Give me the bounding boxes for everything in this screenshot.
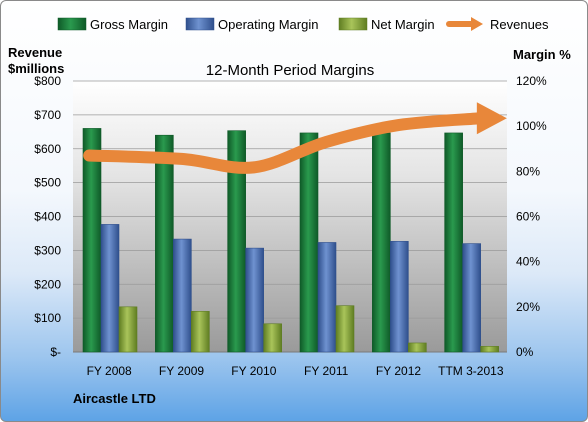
left-tick-label: $100 — [34, 311, 61, 325]
net-margin-bar — [335, 305, 355, 353]
gross-margin-bar — [155, 134, 174, 353]
left-tick-label: $300 — [34, 243, 61, 257]
revenues-point — [252, 166, 255, 169]
left-tick-label: $800 — [34, 74, 61, 88]
left-tick-label: $700 — [34, 108, 61, 122]
net-margin-bar — [480, 346, 499, 353]
category-label: FY 2011 — [304, 364, 349, 378]
right-tick-label: 0% — [516, 345, 534, 359]
revenues-arrowhead — [476, 102, 507, 135]
operating-margin-bar — [245, 247, 264, 353]
net-margin-bar — [191, 311, 210, 353]
category-label: FY 2012 — [376, 364, 421, 378]
operating-margin-bar — [173, 238, 192, 353]
revenues-point — [325, 140, 328, 143]
right-tick-label: 120% — [516, 74, 547, 88]
revenues-point — [88, 154, 91, 157]
company-label: Aircastle LTD — [73, 391, 156, 406]
legend-label-operating-margin: Operating Margin — [218, 17, 318, 32]
right-tick-label: 40% — [516, 255, 540, 269]
net-margin-bar — [408, 342, 427, 353]
category-label: FY 2009 — [159, 364, 204, 378]
operating-margin-bar — [100, 224, 120, 353]
left-tick-label: $400 — [34, 210, 61, 224]
right-tick-label: 80% — [516, 164, 540, 178]
revenues-line — [83, 112, 487, 174]
revenues-point — [180, 157, 183, 160]
category-label: FY 2008 — [87, 364, 132, 378]
revenues-point — [397, 124, 400, 127]
net-margin-bar — [118, 306, 138, 353]
gross-margin-bar — [82, 128, 102, 353]
left-tick-label: $200 — [34, 277, 61, 291]
right-axis-title: Margin % — [513, 47, 571, 62]
gross-margin-bar — [227, 130, 246, 353]
legend-swatch-operating-margin — [185, 17, 215, 31]
net-margin-bar — [263, 323, 282, 353]
right-tick-label: 100% — [516, 119, 547, 133]
operating-margin-bar — [317, 242, 337, 353]
operating-margin-bar — [390, 241, 409, 353]
gross-margin-bar — [372, 132, 391, 353]
left-tick-label: $- — [50, 345, 61, 359]
legend-swatch-net-margin — [338, 17, 368, 31]
left-axis-title-line1: Revenue — [8, 45, 62, 60]
right-tick-label: 20% — [516, 300, 540, 314]
right-tick-label: 60% — [516, 210, 540, 224]
left-tick-label: $600 — [34, 142, 61, 156]
legend-label-gross-margin: Gross Margin — [90, 17, 168, 32]
category-label: TTM 3-2013 — [438, 364, 504, 378]
left-tick-label: $500 — [34, 176, 61, 190]
legend-arrow-revenues — [471, 17, 483, 31]
gross-margin-bar — [444, 132, 463, 353]
left-axis-title-line2: $millions — [8, 61, 64, 76]
operating-margin-bar — [462, 243, 481, 353]
legend: Gross Margin Operating Margin Net Margin… — [57, 17, 549, 32]
category-label: FY 2010 — [231, 364, 276, 378]
gross-margin-bar — [299, 132, 319, 353]
legend-label-net-margin: Net Margin — [371, 17, 435, 32]
legend-label-revenues: Revenues — [490, 17, 549, 32]
chart-title: 12-Month Period Margins — [206, 62, 374, 79]
legend-swatch-gross-margin — [57, 17, 87, 31]
